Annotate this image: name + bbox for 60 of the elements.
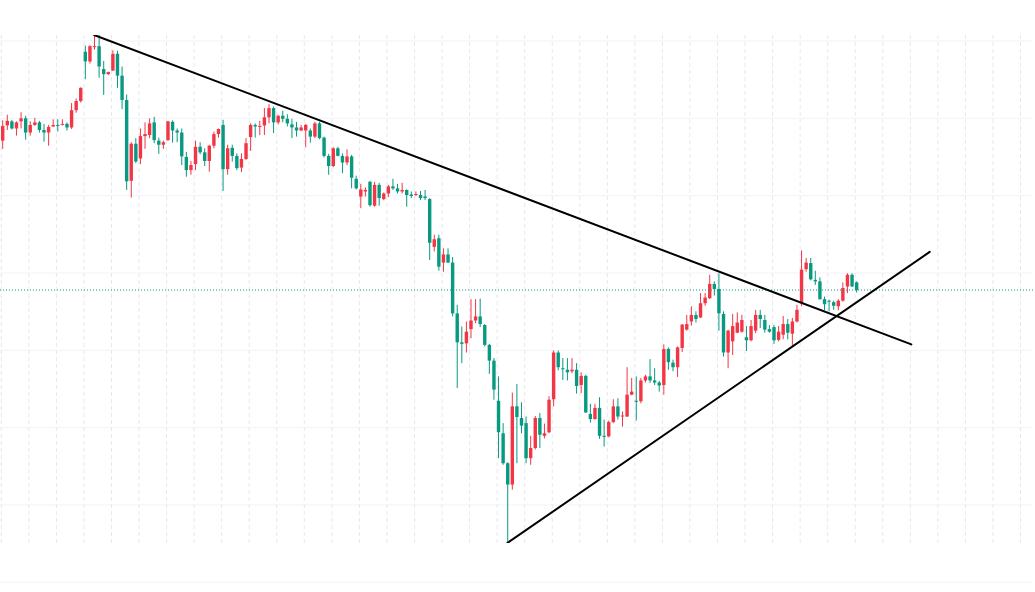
candlestick [804, 257, 808, 273]
candlestick [56, 118, 60, 133]
candlestick [781, 315, 785, 340]
candlestick [359, 183, 363, 209]
candlestick [460, 326, 464, 364]
candlestick [97, 35, 101, 79]
candlestick [345, 148, 349, 166]
candlestick [749, 319, 753, 342]
candlestick [239, 152, 244, 173]
candlestick [46, 124, 51, 147]
candlestick [322, 136, 326, 158]
candlestick [143, 121, 147, 150]
candlestick [65, 121, 69, 131]
candlestick [786, 318, 790, 340]
candlestick [258, 120, 262, 136]
candlestick [579, 371, 583, 394]
candlestick [189, 160, 193, 176]
candlestick [515, 383, 519, 464]
candlestick [726, 329, 730, 369]
candlestick [414, 190, 418, 197]
candlestick [469, 298, 473, 339]
candlestick [671, 359, 675, 372]
candlestick [694, 310, 698, 324]
candlestick [639, 377, 643, 404]
candlestick [267, 103, 271, 124]
candlestick [841, 281, 845, 303]
candlestick [147, 117, 152, 139]
candlestick [441, 247, 446, 273]
candlestick [152, 116, 156, 144]
candlestick [170, 119, 175, 144]
candlestick [634, 375, 638, 422]
candlestick [42, 123, 46, 143]
candlestick [827, 299, 831, 312]
candlestick [689, 305, 694, 327]
candlestick [349, 154, 354, 189]
candlestick [391, 178, 395, 191]
candlestick [506, 461, 510, 543]
candlestick [244, 137, 248, 161]
candlestick [602, 419, 606, 447]
candlestick [478, 298, 482, 328]
candlestick [538, 412, 542, 449]
candlestick [483, 323, 487, 347]
candlestick [616, 397, 620, 421]
candlestick [703, 292, 707, 307]
candlestick [340, 152, 345, 174]
candlestick [290, 118, 294, 139]
candlestick [625, 366, 629, 418]
candlestick [19, 111, 23, 129]
candlestick [88, 44, 92, 64]
candlestick [377, 182, 381, 207]
candlestick [23, 115, 28, 141]
candlestick [1, 119, 5, 150]
candlestick [331, 146, 335, 168]
candlestick [744, 325, 749, 352]
candlestick [772, 324, 776, 345]
candlestick [198, 141, 202, 155]
candlestick [648, 358, 652, 384]
candlestick [134, 137, 138, 164]
candlestick [368, 180, 372, 208]
candlestick [561, 357, 565, 381]
